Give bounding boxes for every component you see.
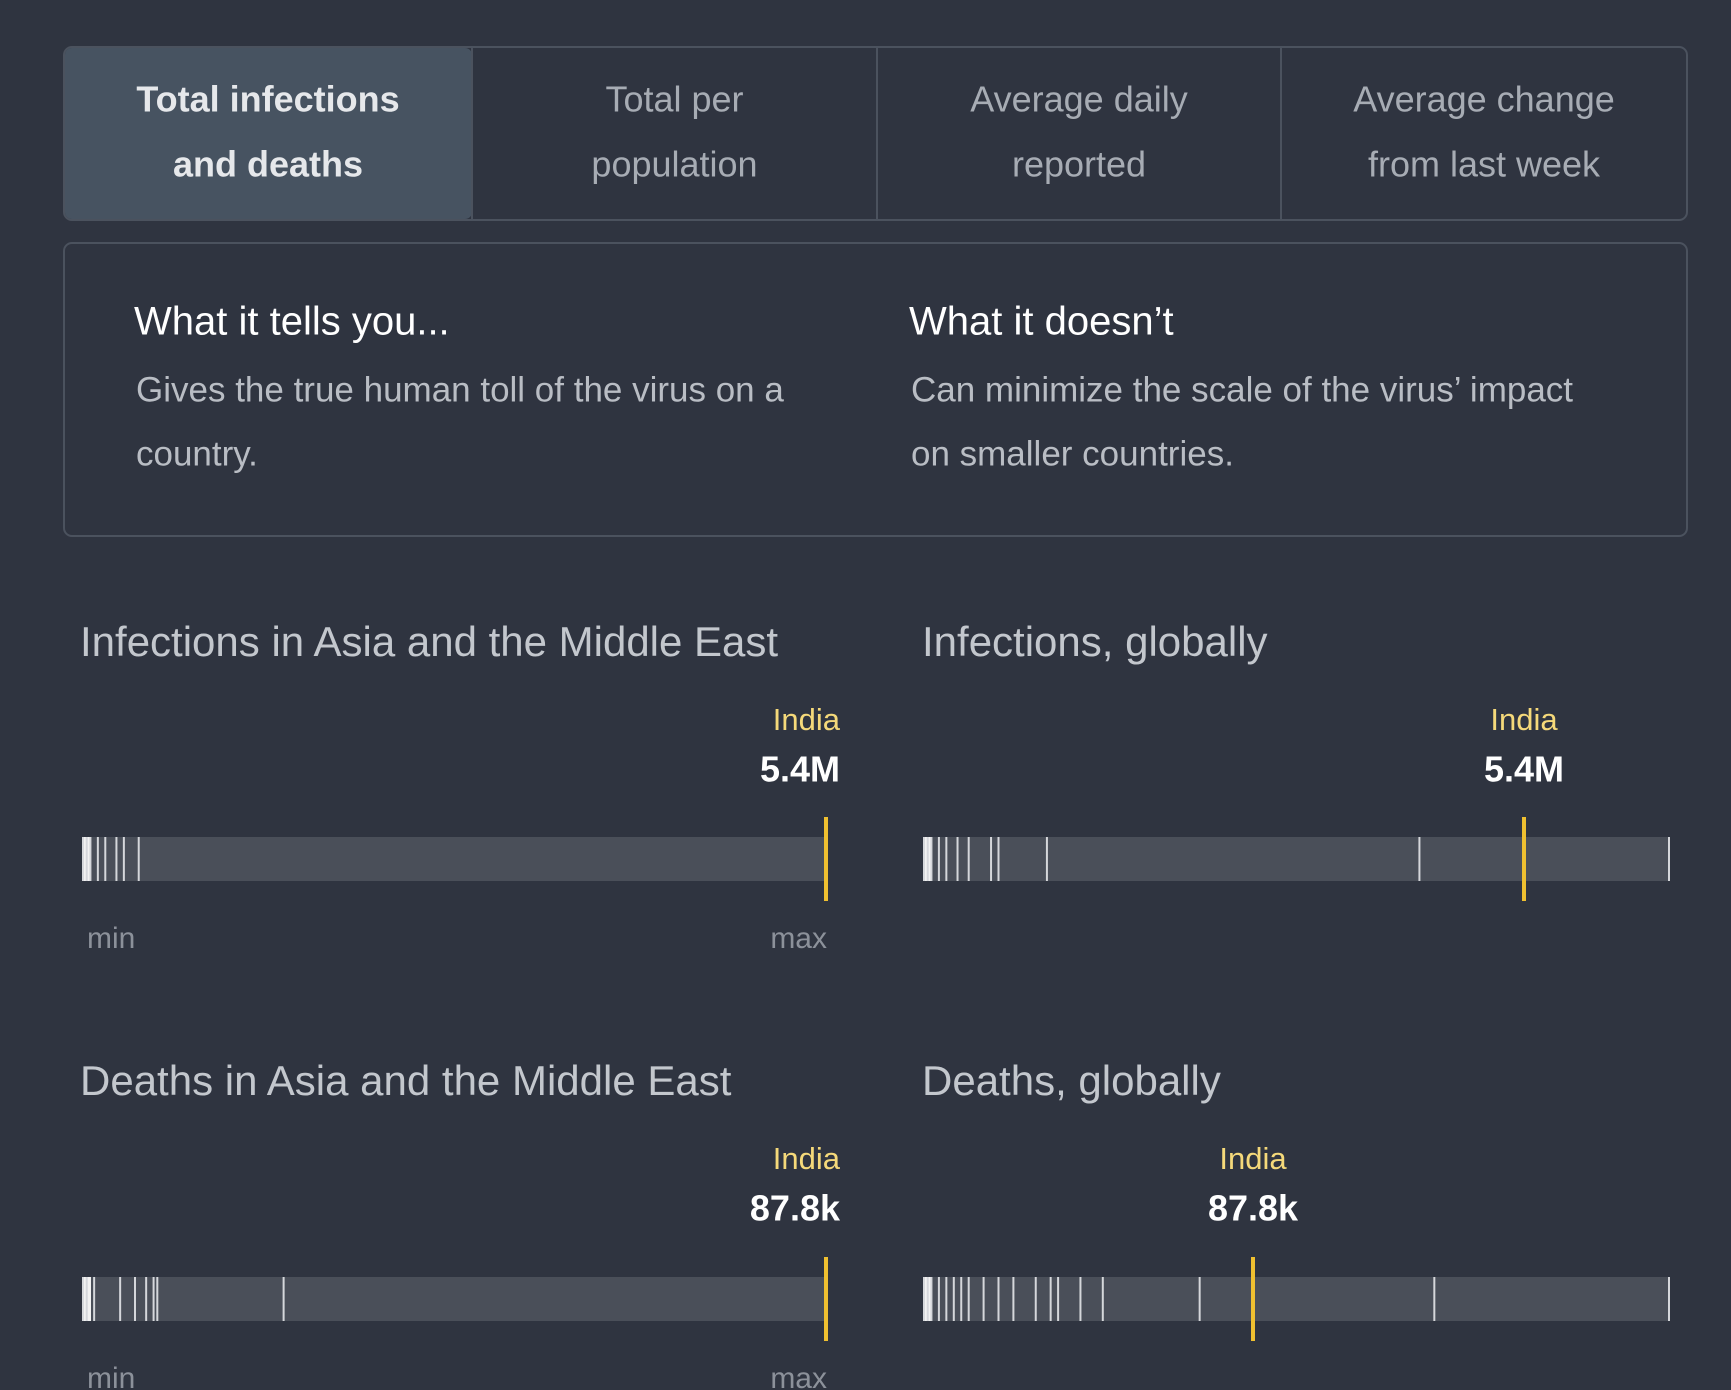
max-label: max — [770, 922, 827, 955]
highlight-name: India — [1490, 702, 1558, 737]
highlight-value: 87.8k — [1208, 1188, 1299, 1229]
tab-label: Total infections — [136, 79, 399, 120]
min-label: min — [87, 1362, 135, 1390]
tab[interactable] — [1281, 47, 1687, 220]
strip — [83, 837, 826, 881]
highlight-name: India — [773, 1141, 841, 1176]
chart-title: Infections in Asia and the Middle East — [80, 618, 778, 665]
info-text: Gives the true human toll of the virus o… — [136, 370, 784, 409]
strip — [83, 1277, 826, 1321]
tab-bar — [63, 46, 1688, 221]
highlight-value: 5.4M — [1484, 749, 1564, 790]
chart-title: Deaths in Asia and the Middle East — [80, 1057, 732, 1104]
info-text: Can minimize the scale of the virus’ imp… — [911, 370, 1573, 409]
tab-active-bg — [65, 48, 472, 219]
info-panel — [63, 242, 1688, 537]
info-text: on smaller countries. — [911, 434, 1234, 473]
tab-label: Average daily — [970, 79, 1187, 120]
highlight-value: 5.4M — [760, 749, 840, 790]
tab-label: reported — [1012, 144, 1146, 185]
strip — [924, 837, 1669, 881]
tab-label: and deaths — [173, 144, 363, 185]
tab-label: Average change — [1353, 79, 1615, 120]
min-label: min — [87, 922, 135, 955]
highlight-name: India — [1219, 1141, 1287, 1176]
tab-label: Total per — [605, 79, 743, 120]
tab[interactable] — [472, 47, 877, 220]
highlight-name: India — [773, 702, 841, 737]
tab-label: from last week — [1368, 144, 1601, 185]
tab-label: population — [591, 144, 757, 185]
highlight-value: 87.8k — [750, 1188, 841, 1229]
info-heading: What it doesn’t — [909, 300, 1174, 344]
chart-title: Deaths, globally — [922, 1057, 1221, 1104]
chart-title: Infections, globally — [922, 618, 1268, 665]
strip — [924, 1277, 1669, 1321]
info-heading: What it tells you... — [134, 300, 450, 344]
max-label: max — [770, 1362, 827, 1390]
info-text: country. — [136, 434, 258, 473]
tab[interactable] — [877, 47, 1281, 220]
tab[interactable] — [64, 47, 472, 220]
